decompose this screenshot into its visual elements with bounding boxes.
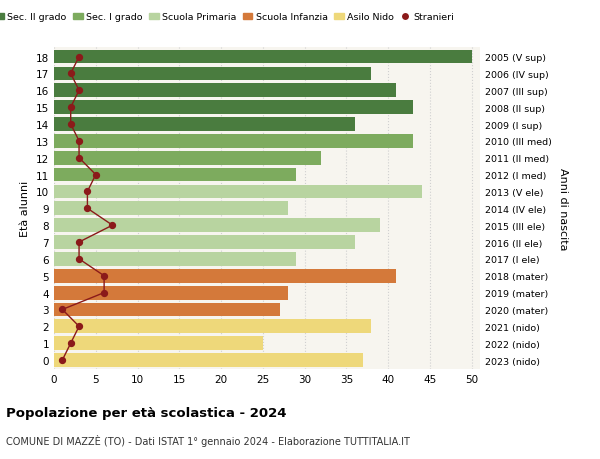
Bar [54,202,288,216]
Point [74,54,84,61]
Point [66,340,76,347]
Point [74,323,84,330]
Point [66,104,76,112]
Bar [54,168,296,182]
Bar [54,252,296,266]
Bar [54,67,371,81]
Bar [54,320,371,334]
Y-axis label: Età alunni: Età alunni [20,181,31,237]
Bar [54,84,397,98]
Bar [54,50,472,64]
Point [100,273,109,280]
Point [74,138,84,145]
Y-axis label: Anni di nascita: Anni di nascita [559,168,568,250]
Point [91,172,101,179]
Bar [54,303,280,317]
Point [83,205,92,213]
Point [107,222,117,230]
Legend: Sec. II grado, Sec. I grado, Scuola Primaria, Scuola Infanzia, Asilo Nido, Stran: Sec. II grado, Sec. I grado, Scuola Prim… [0,10,458,26]
Bar [54,151,321,165]
Point [66,121,76,129]
Bar [54,336,263,350]
Point [74,87,84,95]
Bar [54,101,413,115]
Bar [54,219,380,233]
Point [74,256,84,263]
Bar [54,185,422,199]
Bar [54,235,355,249]
Text: COMUNE DI MAZZÈ (TO) - Dati ISTAT 1° gennaio 2024 - Elaborazione TUTTITALIA.IT: COMUNE DI MAZZÈ (TO) - Dati ISTAT 1° gen… [6,434,410,446]
Bar [54,134,413,148]
Bar [54,286,288,300]
Point [100,289,109,297]
Bar [54,353,363,367]
Point [83,188,92,196]
Text: Popolazione per età scolastica - 2024: Popolazione per età scolastica - 2024 [6,406,287,419]
Bar [54,118,355,132]
Point [74,239,84,246]
Point [66,71,76,78]
Bar [54,269,397,283]
Point [74,155,84,162]
Point [58,306,67,313]
Point [58,357,67,364]
